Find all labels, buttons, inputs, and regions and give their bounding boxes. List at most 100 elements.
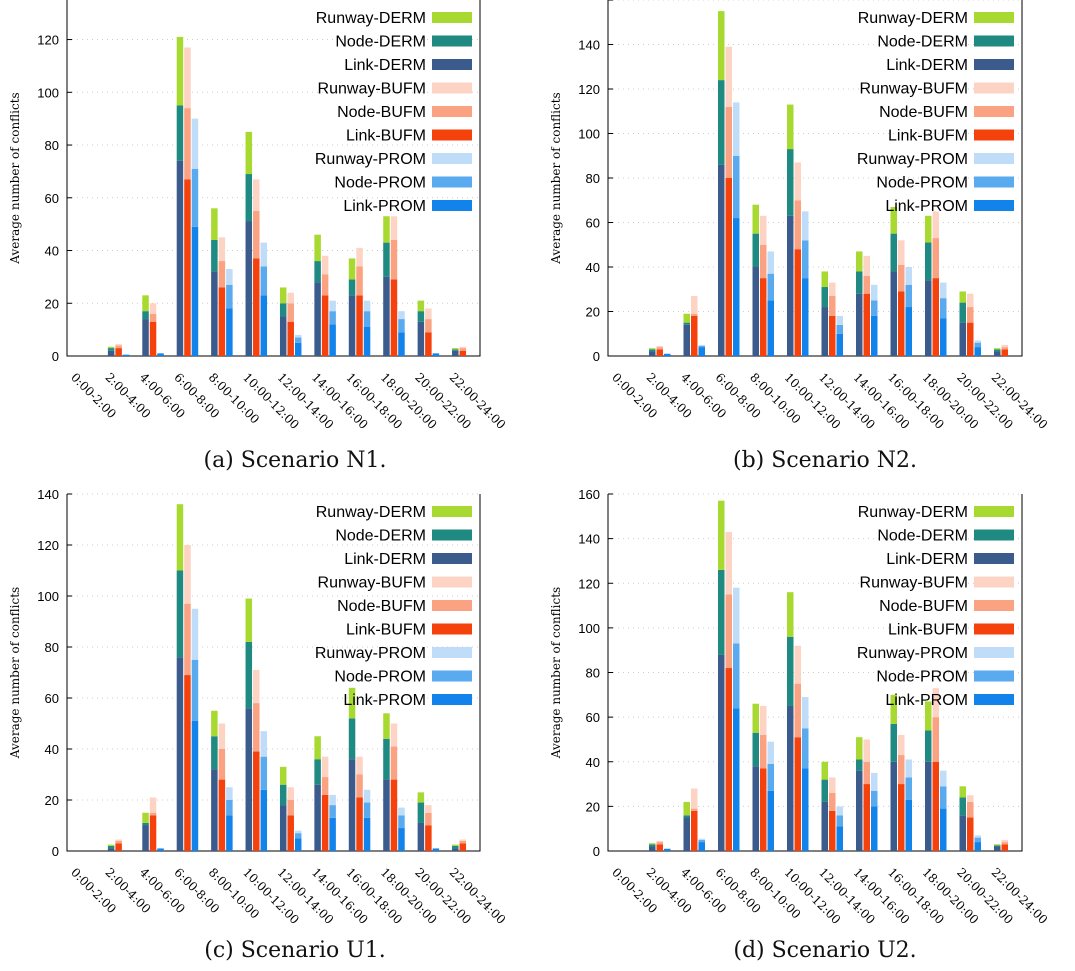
bar-link-bufm — [725, 178, 732, 356]
bar-link-prom — [363, 817, 371, 851]
chart-panel-3: 0 20 40 60 80 100 120 140 160 Average number of c… — [549, 487, 1050, 927]
legend-label: Node-PROM — [334, 669, 426, 686]
bar-node-prom — [802, 240, 809, 279]
bar-runway-derm — [245, 598, 253, 642]
bar-runway-bufm — [149, 797, 157, 813]
bar-node-bufm — [863, 761, 870, 785]
bar-node-derm — [787, 149, 794, 216]
bar-link-prom — [698, 842, 705, 851]
bar-node-prom — [733, 643, 740, 709]
bar-node-derm — [959, 302, 966, 323]
bar-link-bufm — [356, 797, 363, 851]
legend-swatch — [432, 576, 472, 588]
bar-node-bufm — [1001, 347, 1008, 350]
y-tick-label: 80 — [45, 640, 59, 655]
bar-link-derm — [787, 215, 794, 356]
bar-runway-bufm — [218, 723, 226, 749]
bar-link-bufm — [184, 675, 191, 851]
legend-label: Link-DERM — [886, 551, 968, 568]
y-tick-label: 0 — [52, 844, 59, 859]
legend-swatch — [974, 106, 1014, 117]
bar-node-bufm — [932, 717, 939, 762]
bar-link-prom — [398, 332, 405, 356]
bar-link-prom — [836, 333, 843, 356]
bar-node-prom — [940, 298, 947, 319]
bar-link-bufm — [115, 843, 122, 851]
bar-runway-prom — [767, 741, 774, 764]
legend-label: Link-BUFM — [888, 622, 968, 639]
bar-runway-prom — [836, 806, 843, 816]
bar-link-derm — [417, 822, 425, 851]
bar-runway-derm — [821, 271, 828, 288]
bar-node-derm — [890, 233, 897, 272]
caption-d: (d) Scenario U2. — [733, 938, 917, 963]
bar-node-prom — [260, 266, 268, 296]
bar-node-bufm — [829, 792, 836, 811]
bar-runway-derm — [959, 786, 966, 798]
bar-runway-derm — [348, 687, 356, 719]
legend-label: Node-DERM — [335, 528, 426, 545]
bar-runway-derm — [107, 346, 115, 349]
bar-node-prom — [905, 284, 912, 308]
bar-node-derm — [142, 311, 149, 320]
bar-link-derm — [142, 319, 149, 356]
bar-runway-prom — [363, 300, 371, 312]
bar-link-derm — [348, 759, 356, 851]
bar-node-derm — [821, 779, 828, 802]
bar-node-prom — [940, 786, 947, 809]
bar-node-bufm — [115, 840, 122, 844]
legend-swatch — [432, 670, 472, 682]
bar-link-prom — [836, 826, 843, 851]
bar-link-derm — [821, 307, 828, 356]
chart-panel-0: 0 20 40 60 80 100 120 Average number of conflic… — [8, 0, 508, 432]
bar-runway-prom — [802, 211, 809, 241]
bar-runway-bufm — [898, 734, 905, 756]
legend-label: Link-PROM — [885, 198, 968, 215]
bar-link-bufm — [794, 737, 801, 851]
bar-link-prom — [940, 808, 947, 851]
y-tick-label: 40 — [45, 244, 59, 259]
bar-runway-prom — [191, 118, 199, 169]
legend-label: Link-BUFM — [346, 128, 426, 145]
bar-node-derm — [994, 349, 1001, 352]
bar-node-bufm — [459, 840, 467, 844]
bar-node-derm — [107, 845, 115, 849]
bar-link-prom — [191, 720, 199, 851]
bar-node-derm — [787, 636, 794, 706]
legend-swatch — [432, 82, 472, 94]
bar-node-bufm — [760, 734, 767, 769]
bar-link-bufm — [459, 843, 467, 851]
bar-link-bufm — [898, 291, 905, 356]
y-tick-label: 60 — [45, 191, 59, 206]
bar-link-prom — [698, 347, 705, 356]
bar-node-bufm — [760, 244, 767, 279]
bar-runway-prom — [698, 838, 705, 840]
caption-b: (b) Scenario N2. — [733, 448, 917, 473]
bar-node-prom — [836, 815, 843, 827]
bar-runway-prom — [733, 587, 740, 644]
caption-c: (c) Scenario U1. — [204, 938, 386, 963]
bar-runway-derm — [142, 295, 149, 312]
y-tick-label: 100 — [37, 85, 59, 100]
legend-label: Node-BUFM — [879, 104, 968, 121]
legend-label: Runway-DERM — [858, 504, 968, 521]
legend-swatch — [974, 59, 1014, 70]
bar-link-prom — [329, 324, 336, 356]
legend-label: Node-DERM — [877, 34, 968, 51]
bar-runway-prom — [294, 334, 302, 338]
y-axis-label: Average number of conflicts — [8, 587, 22, 759]
bar-link-bufm — [287, 321, 294, 356]
y-tick-label: 80 — [45, 138, 59, 153]
bar-runway-bufm — [459, 839, 467, 841]
bar-node-bufm — [967, 307, 974, 323]
legend-swatch — [974, 82, 1014, 94]
bar-link-bufm — [425, 825, 432, 851]
bar-runway-derm — [718, 11, 725, 81]
bar-link-derm — [649, 846, 656, 851]
bar-link-derm — [279, 805, 287, 851]
bar-runway-bufm — [829, 777, 836, 793]
bar-runway-derm — [890, 694, 897, 724]
bar-node-derm — [383, 242, 390, 277]
bar-link-prom — [122, 354, 130, 356]
bar-node-bufm — [1001, 842, 1008, 845]
